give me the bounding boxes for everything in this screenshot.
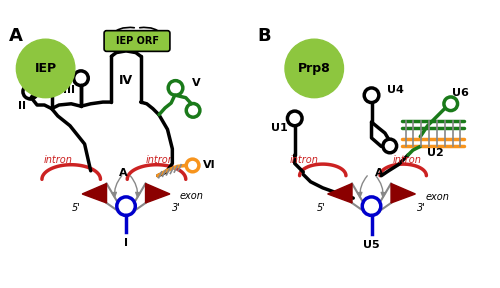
Text: V: V bbox=[192, 78, 201, 88]
Text: intron: intron bbox=[290, 155, 319, 165]
Text: U5: U5 bbox=[363, 240, 380, 250]
Text: VI: VI bbox=[202, 160, 215, 170]
Text: Prp8: Prp8 bbox=[298, 62, 330, 75]
Text: U4: U4 bbox=[388, 85, 404, 95]
Text: IEP ORF: IEP ORF bbox=[116, 36, 158, 46]
Text: A: A bbox=[374, 168, 383, 177]
Polygon shape bbox=[82, 183, 106, 203]
Text: U2: U2 bbox=[426, 148, 444, 158]
Text: A: A bbox=[9, 27, 23, 45]
Text: 5': 5' bbox=[72, 203, 80, 213]
Text: U1: U1 bbox=[270, 123, 287, 133]
Text: IV: IV bbox=[119, 74, 133, 87]
Circle shape bbox=[285, 39, 344, 98]
Polygon shape bbox=[146, 183, 170, 203]
Polygon shape bbox=[328, 183, 352, 203]
Text: U6: U6 bbox=[452, 88, 469, 98]
Text: B: B bbox=[257, 27, 270, 45]
Polygon shape bbox=[391, 183, 415, 203]
Text: intron: intron bbox=[392, 155, 422, 165]
Text: exon: exon bbox=[180, 192, 204, 201]
Text: 3': 3' bbox=[417, 203, 426, 213]
Text: exon: exon bbox=[425, 192, 449, 202]
Text: II: II bbox=[18, 101, 26, 111]
Text: I: I bbox=[124, 238, 128, 248]
Text: intron: intron bbox=[146, 155, 174, 165]
Text: intron: intron bbox=[44, 155, 72, 165]
Text: 3': 3' bbox=[172, 203, 180, 213]
Text: A: A bbox=[120, 168, 128, 178]
Text: III: III bbox=[63, 85, 75, 95]
Circle shape bbox=[16, 39, 75, 98]
FancyBboxPatch shape bbox=[104, 31, 170, 51]
Text: IEP: IEP bbox=[34, 62, 56, 75]
Text: 5': 5' bbox=[317, 203, 326, 213]
